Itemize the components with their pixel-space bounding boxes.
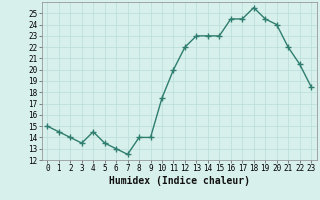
X-axis label: Humidex (Indice chaleur): Humidex (Indice chaleur) (109, 176, 250, 186)
